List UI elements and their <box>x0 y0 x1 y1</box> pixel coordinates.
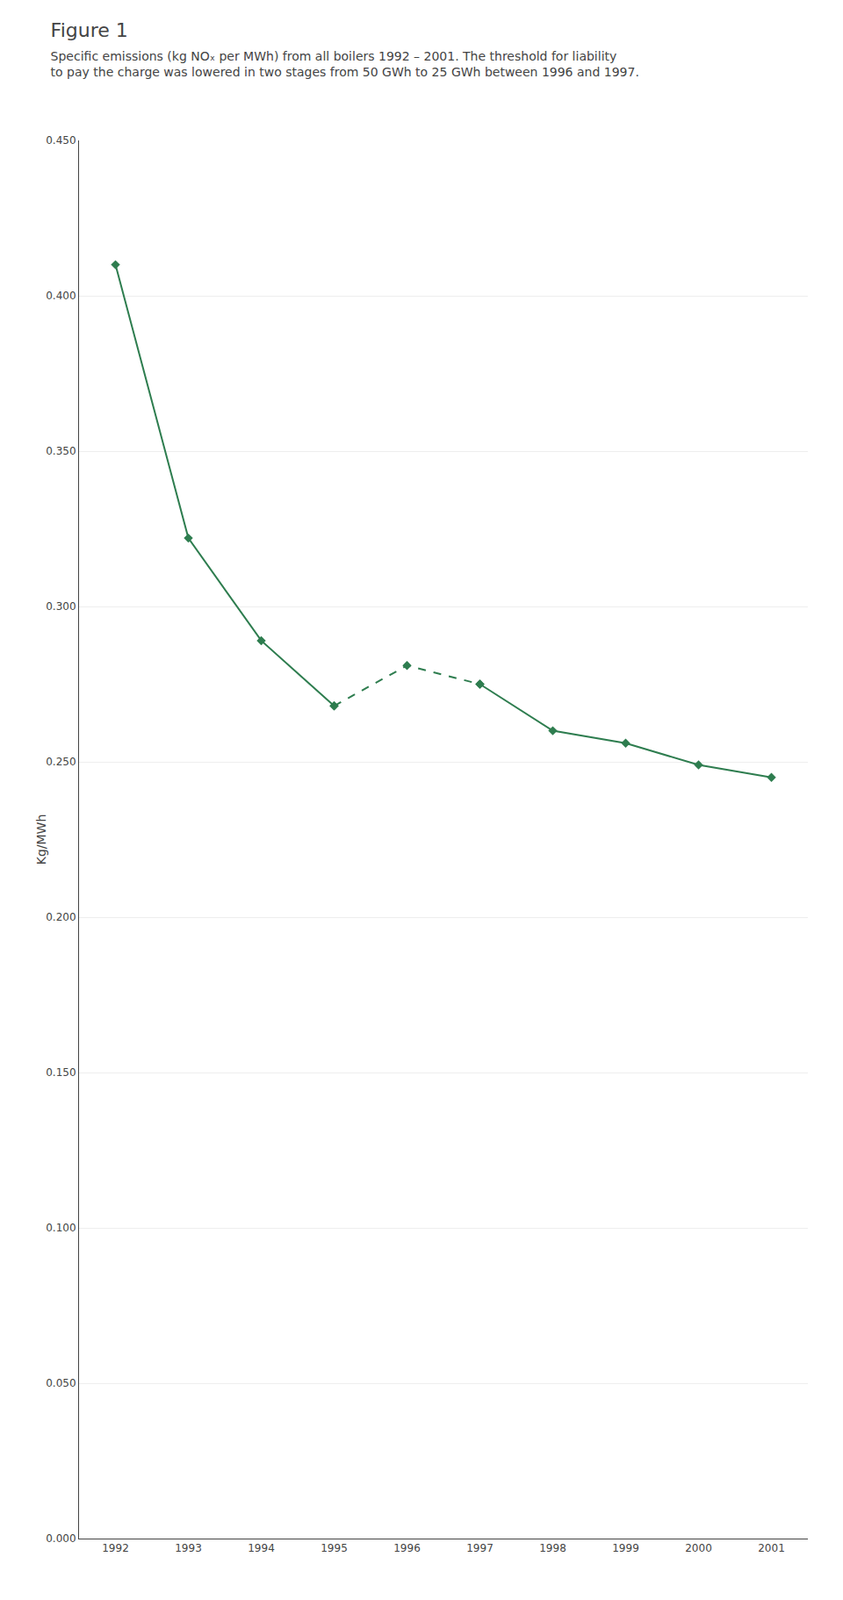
svg-text:1995: 1995 <box>320 1542 348 1556</box>
svg-text:1992: 1992 <box>101 1542 130 1556</box>
svg-text:0.350: 0.350 <box>45 445 76 458</box>
svg-text:0.150: 0.150 <box>45 1066 76 1080</box>
svg-text:0.200: 0.200 <box>45 911 76 924</box>
svg-text:0.000: 0.000 <box>45 1533 76 1546</box>
svg-text:2001: 2001 <box>757 1542 786 1556</box>
svg-text:Specific emissions (kg NOₓ per: Specific emissions (kg NOₓ per MWh) from… <box>50 49 640 80</box>
svg-text:1993: 1993 <box>174 1542 202 1556</box>
svg-text:0.300: 0.300 <box>45 600 76 613</box>
svg-text:Figure 1: Figure 1 <box>50 19 129 42</box>
svg-text:1996: 1996 <box>393 1542 421 1556</box>
svg-text:Kg/MWh: Kg/MWh <box>34 814 49 866</box>
svg-text:1999: 1999 <box>612 1542 640 1556</box>
svg-text:0.250: 0.250 <box>45 756 76 769</box>
svg-text:0.400: 0.400 <box>45 289 76 303</box>
svg-text:1998: 1998 <box>539 1542 567 1556</box>
svg-text:0.050: 0.050 <box>45 1377 76 1391</box>
svg-text:1994: 1994 <box>247 1542 275 1556</box>
svg-text:2000: 2000 <box>684 1542 713 1556</box>
svg-text:0.100: 0.100 <box>45 1222 76 1235</box>
svg-text:0.450: 0.450 <box>45 134 76 147</box>
svg-text:1997: 1997 <box>466 1542 494 1556</box>
